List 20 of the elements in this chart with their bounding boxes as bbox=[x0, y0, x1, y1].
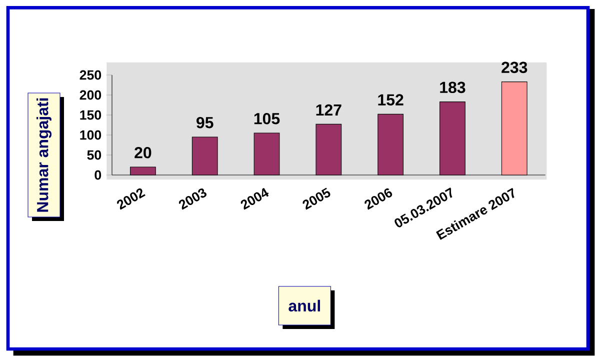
y-tick-label: 0 bbox=[94, 170, 102, 180]
y-tick-label: 150 bbox=[80, 110, 102, 120]
data-label: 183 bbox=[440, 82, 466, 94]
y-tick-label: 100 bbox=[80, 130, 102, 140]
y-axis-title: Numar angajati bbox=[36, 98, 52, 212]
x-tick-label: 2006 bbox=[364, 188, 392, 210]
y-tick-label: 50 bbox=[87, 150, 102, 160]
data-label: 95 bbox=[196, 116, 214, 128]
y-tick-label: 250 bbox=[80, 70, 102, 80]
data-label: 20 bbox=[134, 146, 152, 158]
x-tick-label: 2002 bbox=[117, 188, 146, 210]
data-label: 152 bbox=[378, 94, 404, 106]
x-tick-label: 2004 bbox=[240, 188, 269, 210]
x-tick-label: 2005 bbox=[302, 188, 330, 210]
data-label: 105 bbox=[254, 112, 280, 124]
x-axis-title: anul bbox=[288, 300, 320, 312]
data-label: 127 bbox=[316, 104, 342, 116]
y-tick-label: 200 bbox=[80, 90, 102, 100]
x-tick-label: 2003 bbox=[178, 188, 207, 210]
data-label: 233 bbox=[502, 62, 528, 74]
